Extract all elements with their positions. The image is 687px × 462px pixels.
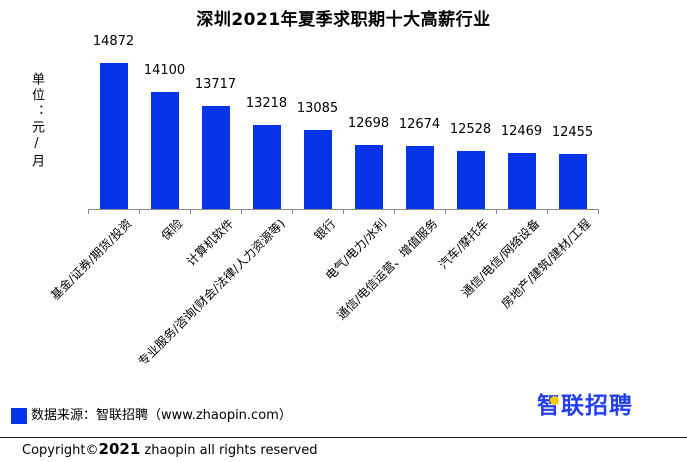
bar [354,145,383,209]
x-axis-tick [394,210,395,214]
bar [99,63,128,209]
bar-value-label: 12698 [347,116,390,131]
category-label: 基金/证券/期货/投资 [48,216,135,303]
bar-value-label: 12674 [398,117,441,132]
bar-value-label: 13717 [194,77,237,92]
x-axis-tick [241,210,242,214]
bar [252,125,281,209]
chart-title: 深圳2021年夏季求职期十大高薪行业 [196,10,491,30]
x-axis-tick [445,210,446,214]
bar-value-label: 13085 [296,101,339,116]
bar [150,92,179,209]
category-label: 房地产/建筑/建材/工程 [498,216,594,312]
category-label: 银行 [311,216,339,244]
bar [405,146,434,209]
footer-divider [0,437,687,438]
bar-value-label: 12455 [551,125,594,140]
x-axis-line [88,209,599,210]
logo-yellow-dot-icon [550,396,559,405]
category-label: 保险 [158,216,186,244]
bar [456,151,485,209]
copyright-suffix: zhaopin all rights reserved [140,443,318,458]
x-axis-tick [598,210,599,214]
x-axis-tick [547,210,548,214]
copyright-prefix: Copyright© [22,443,99,458]
y-axis-unit-label: 单位：元/月 [29,72,44,170]
x-axis-tick [292,210,293,214]
copyright-text: Copyright©2021 zhaopin all rights reserv… [22,441,318,459]
bar-value-label: 12469 [500,124,543,139]
x-axis-tick [190,210,191,214]
bar [303,130,332,209]
bar-value-label: 14100 [143,63,186,78]
x-axis-tick [496,210,497,214]
x-axis-tick [88,210,89,214]
x-axis-tick [343,210,344,214]
bar [558,154,587,209]
copyright-year: 2021 [98,440,141,458]
bar-value-label: 13218 [245,96,288,111]
x-axis-tick [139,210,140,214]
bar [201,106,230,209]
zhaopin-logo: 智联招聘 [537,393,633,420]
bar-value-label: 14872 [92,34,135,49]
category-label: 通信/电信运营、增值服务 [334,216,441,323]
legend-color-swatch [11,408,27,424]
bar [507,153,536,209]
data-source-label: 数据来源：智联招聘（www.zhaopin.com） [31,408,292,423]
bar-value-label: 12528 [449,122,492,137]
